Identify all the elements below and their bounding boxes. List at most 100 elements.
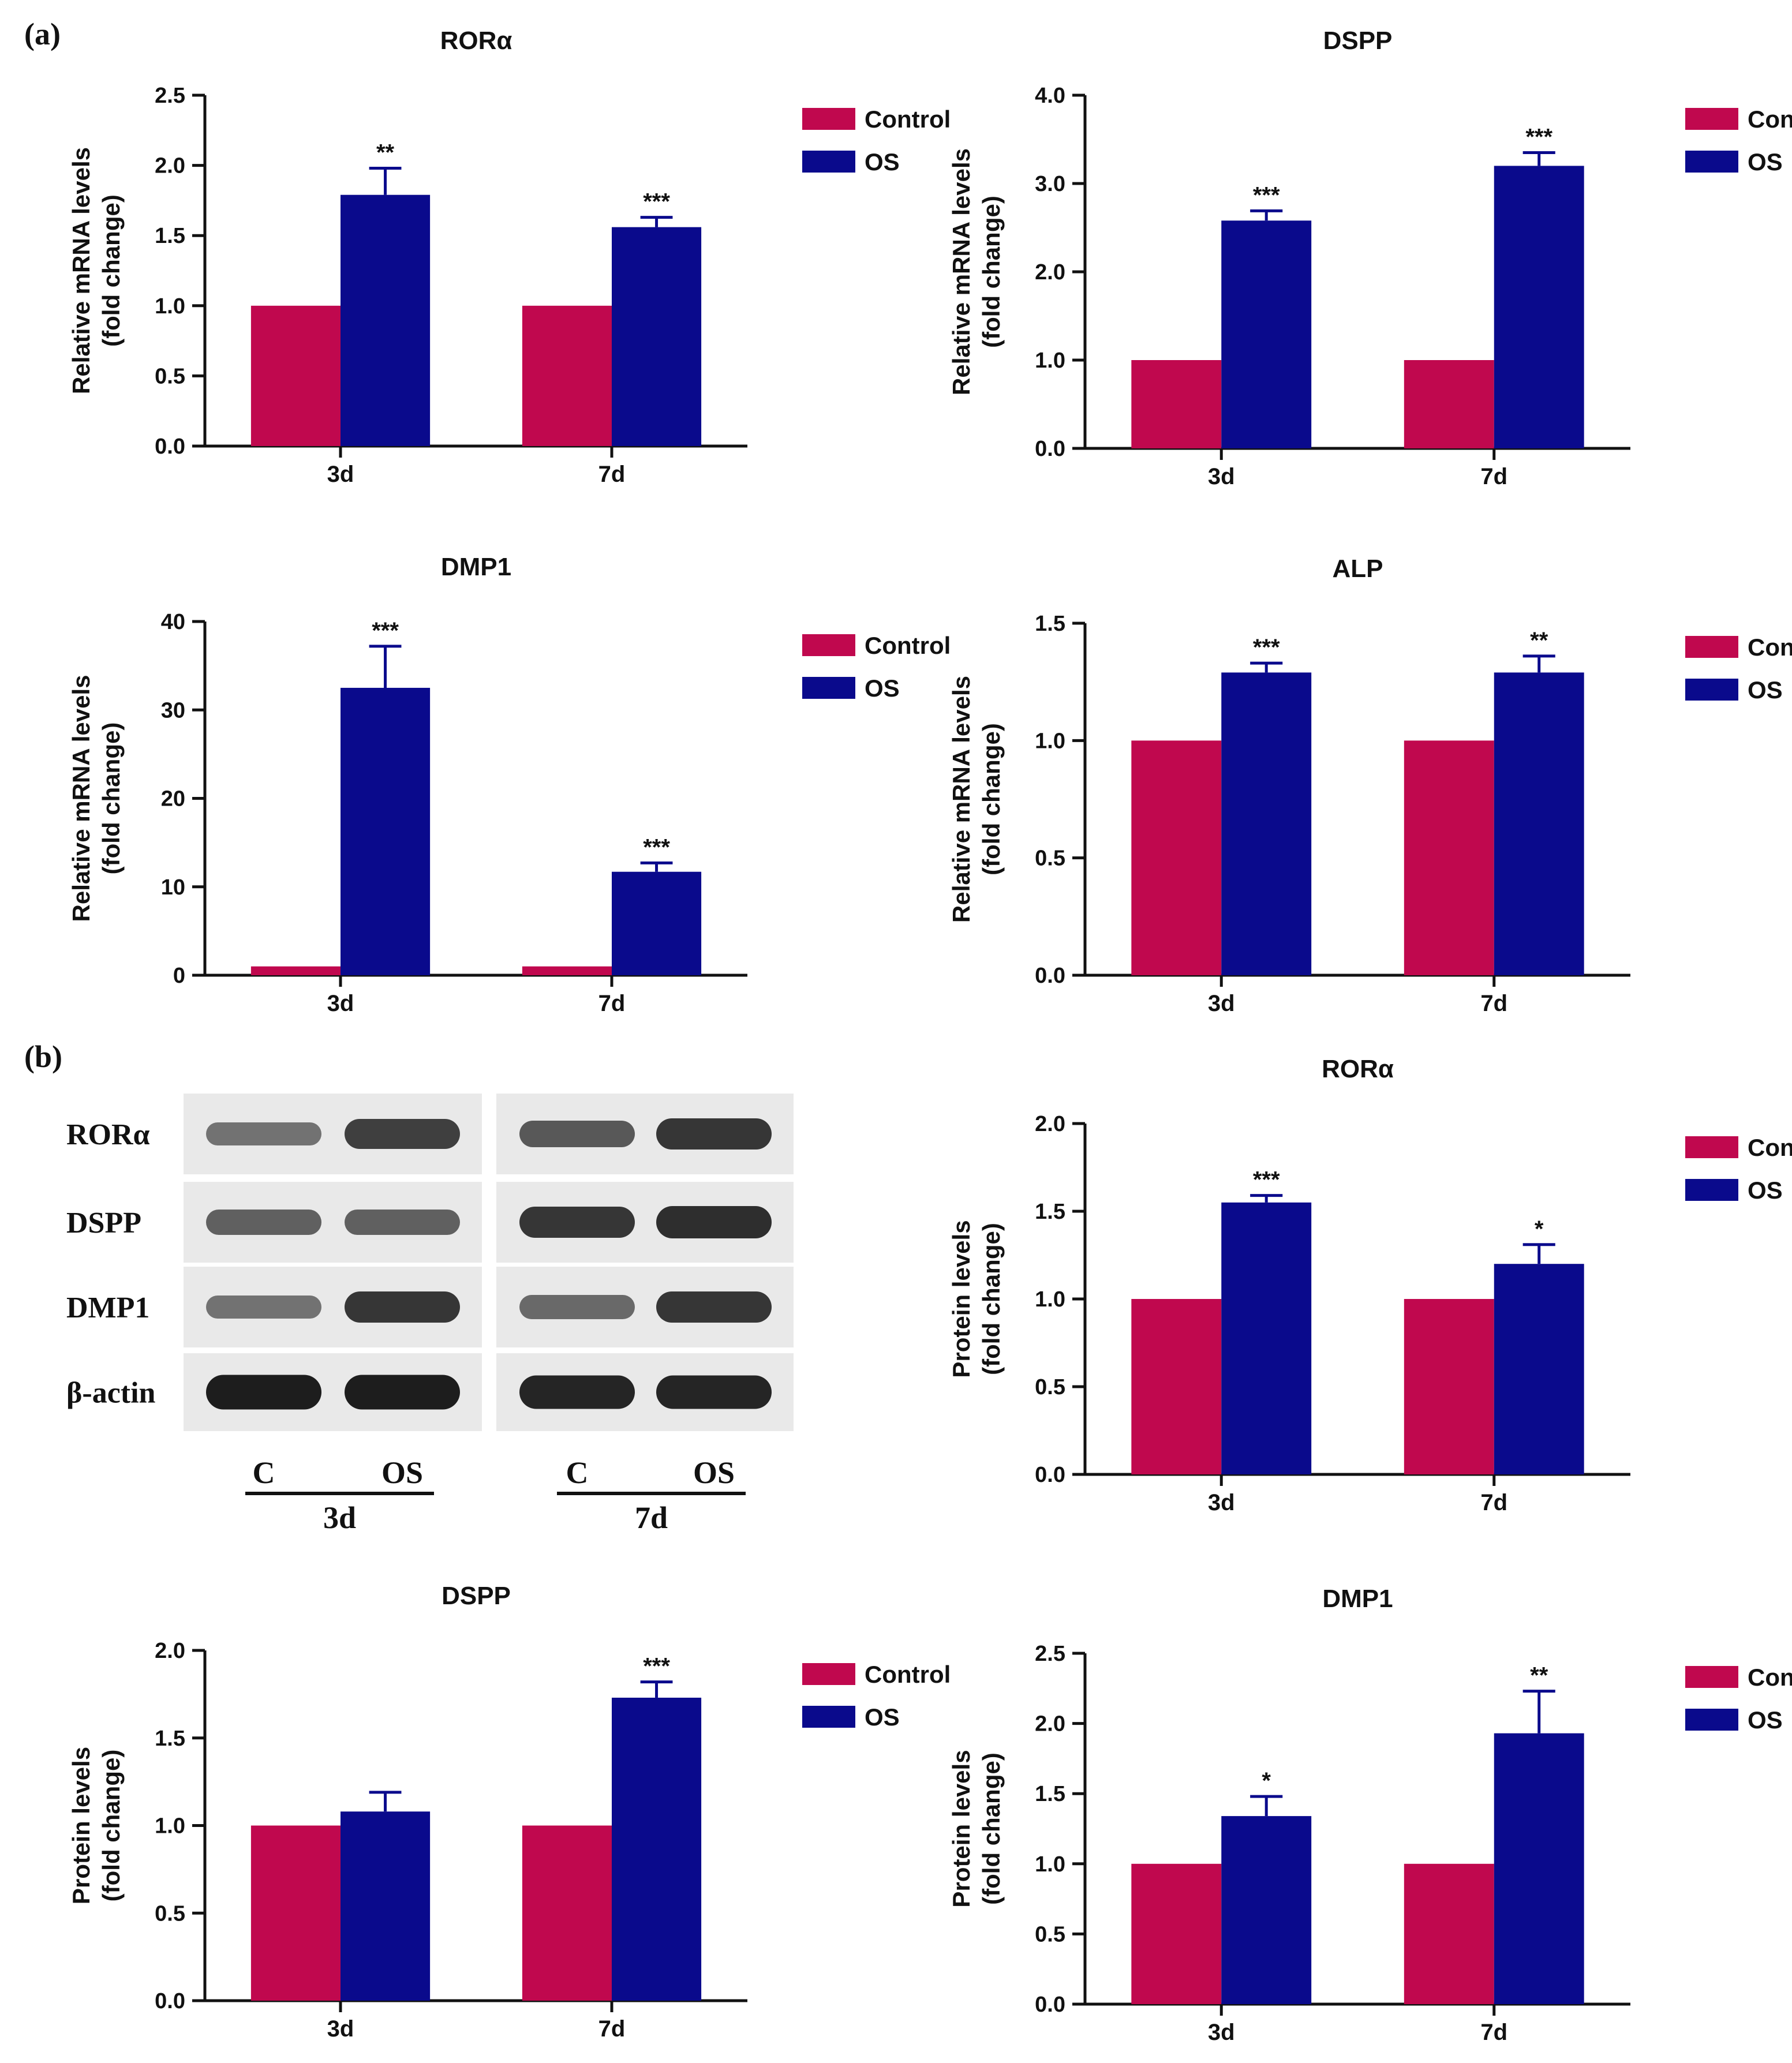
legend-label-control: Control: [1748, 634, 1792, 661]
blot-group-label: 7d: [635, 1500, 668, 1535]
y-tick-label: 1.5: [1035, 1200, 1065, 1224]
y-tick-label: 1.0: [155, 294, 185, 319]
x-tick-label: 3d: [327, 462, 354, 487]
bar-control-3d: [250, 305, 341, 446]
y-tick-label: 1.0: [1035, 729, 1065, 753]
y-tick-label: 0.5: [155, 1901, 185, 1926]
blot-band: [656, 1375, 772, 1409]
legend-label-os: OS: [1748, 1177, 1783, 1204]
blot-band: [345, 1119, 460, 1149]
y-tick-label: 0.0: [1035, 964, 1065, 988]
bar-control-3d: [1131, 360, 1222, 448]
x-tick-label: 7d: [1480, 991, 1507, 1016]
blot-band: [206, 1122, 321, 1145]
blot-lane-label: C: [566, 1455, 589, 1490]
blot-band: [519, 1295, 635, 1319]
y-axis-label-line: (fold change): [98, 194, 125, 347]
legend-swatch-control: [802, 634, 855, 656]
blot-band: [206, 1296, 321, 1319]
y-axis-label-line: Protein levels: [948, 1220, 975, 1377]
blot-row-label: DSPP: [66, 1207, 141, 1240]
legend-swatch-os: [1685, 679, 1738, 701]
legend-label-control: Control: [865, 106, 951, 133]
x-tick-label: 3d: [1208, 991, 1235, 1016]
y-axis-label: Relative mRNA levels (fold change): [68, 147, 125, 394]
bar-os-7d: [612, 1697, 702, 2001]
y-axis-label: Protein levels (fold change): [948, 1750, 1005, 1907]
legend-swatch-control: [1685, 108, 1738, 130]
chart-title: RORα: [1322, 1055, 1394, 1083]
y-tick-label: 2.0: [1035, 1112, 1065, 1136]
legend-label-os: OS: [865, 675, 900, 702]
blot-group-label: 3d: [323, 1500, 356, 1535]
x-tick-label: 7d: [1480, 464, 1507, 489]
blot-band: [206, 1375, 321, 1410]
x-tick-label: 7d: [598, 462, 626, 487]
legend-swatch-os: [802, 151, 855, 173]
y-tick-label: 10: [161, 875, 185, 900]
y-tick-label: 1.5: [1035, 612, 1065, 636]
bar-os-7d: [1494, 166, 1584, 448]
y-axis-label-line: (fold change): [978, 723, 1005, 875]
y-axis-label: Protein levels (fold change): [948, 1220, 1005, 1377]
y-tick-label: 0.5: [1035, 1922, 1065, 1946]
bar-control-7d: [1404, 1299, 1494, 1474]
blot-band: [519, 1121, 635, 1147]
x-tick-label: 3d: [1208, 464, 1235, 489]
y-tick-label: 2.0: [1035, 1712, 1065, 1736]
blot-band: [519, 1207, 635, 1238]
significance-3d: ***: [1253, 182, 1280, 208]
y-axis-label-line: Relative mRNA levels: [68, 675, 95, 922]
significance-7d: **: [1530, 628, 1548, 653]
y-tick-label: 0.0: [155, 1989, 185, 2013]
significance-3d: ***: [372, 618, 399, 643]
blot-lane-label: OS: [381, 1455, 423, 1490]
blot-band: [656, 1118, 772, 1150]
legend-label-control: Control: [1748, 106, 1792, 133]
y-axis-label: Relative mRNA levels (fold change): [948, 148, 1005, 395]
bar-os-3d: [1221, 672, 1312, 975]
significance-7d: ***: [1525, 124, 1552, 149]
chart-title: DMP1: [1322, 1585, 1393, 1613]
legend-label-os: OS: [1748, 148, 1783, 175]
significance-3d: ***: [1253, 1167, 1280, 1193]
chart-title: DSPP: [442, 1582, 511, 1610]
legend-label-control: Control: [865, 1661, 951, 1688]
legend-swatch-os: [802, 1706, 855, 1728]
y-axis-label-line: Relative mRNA levels: [68, 147, 95, 394]
bar-os-7d: [1494, 1264, 1584, 1474]
legend-swatch-os: [802, 677, 855, 699]
y-axis-label-line: (fold change): [978, 196, 1005, 348]
chart-title: ALP: [1333, 555, 1383, 583]
y-tick-label: 1.5: [155, 1727, 185, 1751]
bar-os-7d: [612, 227, 702, 446]
bar-os-3d: [1221, 1816, 1312, 2004]
blot-band: [206, 1210, 321, 1235]
legend-swatch-os: [1685, 151, 1738, 173]
x-tick-label: 7d: [598, 991, 626, 1016]
bar-control-3d: [250, 1825, 341, 2001]
blot-band: [656, 1291, 772, 1323]
bar-os-3d: [341, 194, 431, 446]
significance-7d: *: [1535, 1216, 1544, 1242]
panel-label-a: (a): [24, 17, 61, 51]
y-tick-label: 0.0: [1035, 1463, 1065, 1487]
legend-label-os: OS: [865, 1703, 900, 1731]
blot-lane-label: OS: [693, 1455, 735, 1490]
y-tick-label: 1.0: [1035, 349, 1065, 373]
y-tick-label: 1.0: [1035, 1287, 1065, 1312]
y-tick-label: 0.0: [1035, 1993, 1065, 2017]
legend-swatch-control: [1685, 1136, 1738, 1158]
x-tick-label: 3d: [327, 2016, 354, 2042]
significance-7d: ***: [643, 1654, 670, 1679]
significance-7d: ***: [643, 189, 670, 215]
x-tick-label: 7d: [1480, 1490, 1507, 1515]
x-tick-label: 7d: [1480, 2020, 1507, 2045]
significance-3d: *: [1262, 1768, 1271, 1794]
bar-control-7d: [1404, 360, 1494, 448]
y-tick-label: 2.5: [1035, 1642, 1065, 1666]
bar-control-3d: [1131, 1299, 1222, 1474]
legend-label-os: OS: [1748, 676, 1783, 703]
blot-band: [345, 1375, 460, 1410]
